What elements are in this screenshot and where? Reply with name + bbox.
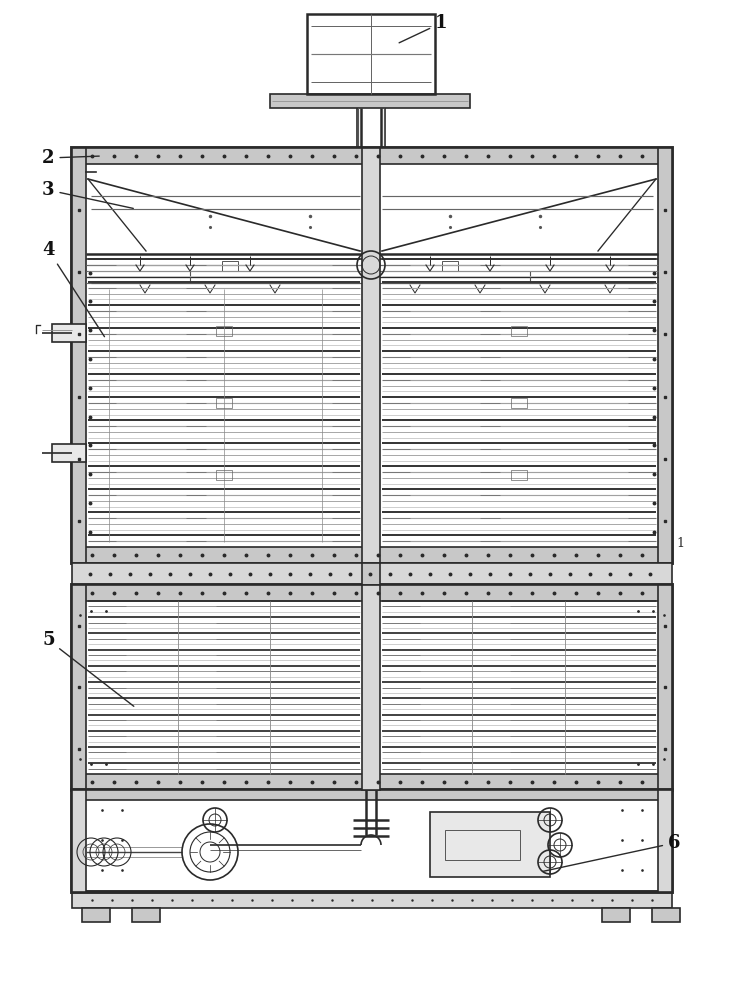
- Bar: [442, 261, 458, 271]
- Bar: [72, 585, 672, 790]
- Text: 6: 6: [543, 834, 680, 871]
- Bar: [658, 585, 672, 790]
- Bar: [511, 326, 527, 336]
- Bar: [72, 547, 672, 563]
- Bar: [362, 585, 380, 790]
- Bar: [72, 585, 86, 790]
- Bar: [652, 908, 680, 922]
- Bar: [72, 790, 672, 800]
- Text: 3: 3: [42, 181, 134, 208]
- Bar: [602, 908, 630, 922]
- Bar: [132, 908, 160, 922]
- Bar: [72, 148, 86, 563]
- Bar: [222, 261, 238, 271]
- Bar: [52, 444, 86, 462]
- Bar: [362, 148, 380, 563]
- Bar: [72, 585, 672, 601]
- Bar: [270, 94, 470, 108]
- Bar: [72, 774, 672, 790]
- Bar: [216, 398, 232, 408]
- Bar: [216, 326, 232, 336]
- Bar: [511, 398, 527, 408]
- Bar: [658, 148, 672, 563]
- Bar: [72, 148, 672, 563]
- Text: 1: 1: [399, 14, 448, 43]
- Bar: [362, 563, 380, 585]
- Bar: [72, 892, 672, 908]
- Bar: [430, 812, 550, 877]
- Bar: [72, 790, 86, 892]
- Bar: [445, 830, 520, 860]
- Bar: [511, 470, 527, 480]
- Text: 2: 2: [42, 149, 99, 167]
- Bar: [307, 14, 435, 94]
- Text: 4: 4: [42, 241, 104, 337]
- Bar: [658, 790, 672, 892]
- Text: 5: 5: [42, 631, 134, 706]
- Bar: [72, 563, 672, 585]
- Bar: [72, 790, 672, 892]
- Bar: [72, 148, 672, 164]
- Text: 1: 1: [676, 537, 684, 550]
- Bar: [216, 470, 232, 480]
- Bar: [52, 324, 86, 342]
- Bar: [82, 908, 110, 922]
